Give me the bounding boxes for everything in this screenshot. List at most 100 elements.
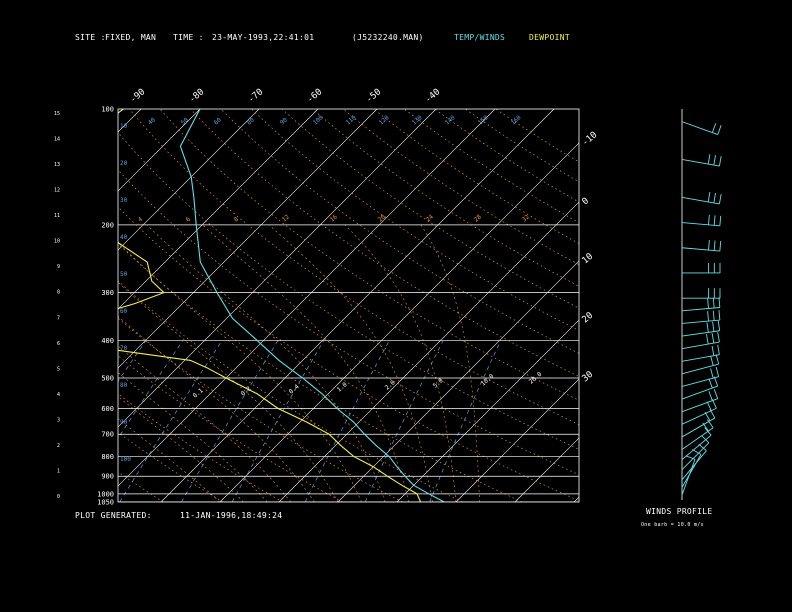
winds-profile-title: WINDS PROFILE xyxy=(646,507,713,516)
wind-barb xyxy=(681,307,720,312)
wind-barb xyxy=(681,434,712,460)
wind-barb-feather xyxy=(707,419,714,429)
mixing-ratio-line xyxy=(119,340,223,502)
mixing-ratio-label: 1.0 xyxy=(336,381,349,394)
pressure-label: 200 xyxy=(101,221,114,229)
wind-barb-feather xyxy=(717,125,722,135)
right-temperature-label: -10 xyxy=(581,130,600,148)
mixing-ratio-line xyxy=(118,340,183,439)
right-temperature-label: 30 xyxy=(581,370,596,385)
time-value: 23-MAY-1993,22:41:01 xyxy=(212,33,315,42)
pressure-label: 1050 xyxy=(97,499,114,507)
wind-barb xyxy=(681,450,707,481)
wind-barb-feather xyxy=(701,435,710,444)
wind-barb xyxy=(681,363,719,375)
wind-barb-feather xyxy=(706,322,709,333)
wind-barb-feather xyxy=(718,310,721,321)
wind-barb xyxy=(681,354,720,362)
wind-barb-feather xyxy=(713,192,716,203)
isotherm-line xyxy=(118,109,378,369)
top-temperature-label: -60 xyxy=(306,87,325,105)
plot-generated-value: 11-JAN-1996,18:49:24 xyxy=(180,511,283,520)
legend-dewpoint: DEWPOINT xyxy=(529,33,570,42)
wind-barb-feather xyxy=(710,355,714,366)
mixing-ratio-label: 10.0 xyxy=(480,373,496,388)
left-axis-label: 40 xyxy=(120,234,128,241)
height-tick-label: 0 xyxy=(57,494,60,500)
mixing-ratio-line xyxy=(429,340,502,502)
wind-barb-feather xyxy=(707,311,709,322)
adiabat-label: 110 xyxy=(345,114,358,127)
wind-barb xyxy=(681,319,720,324)
isotherm-line xyxy=(118,109,260,251)
wind-barb xyxy=(681,454,702,488)
mixing-ratio-line xyxy=(231,340,324,502)
temperature-profile-line xyxy=(179,109,445,502)
wind-barb-feather xyxy=(715,354,720,365)
isotherm-line xyxy=(278,201,579,502)
pressure-label: 900 xyxy=(101,473,114,481)
file-name: (J5232240.MAN) xyxy=(352,33,424,42)
isotherm-line xyxy=(118,109,319,310)
wind-barb xyxy=(681,341,720,350)
wind-barb xyxy=(681,159,720,167)
pressure-label: 1000 xyxy=(97,490,114,498)
wind-barb-feather xyxy=(711,345,715,356)
height-tick-label: 4 xyxy=(57,392,60,398)
site-value: FIXED, MAN xyxy=(105,33,157,42)
wind-barb-feather xyxy=(707,298,709,309)
mixing-ratio-label: 0.2 xyxy=(240,385,253,398)
left-axis-label: 90 xyxy=(120,419,128,426)
height-tick-label: 15 xyxy=(54,111,60,117)
height-tick-label: 7 xyxy=(57,315,60,321)
pressure-label: 100 xyxy=(101,106,114,114)
height-tick-label: 14 xyxy=(54,137,60,143)
plot-frame xyxy=(117,108,580,503)
isotherm-line xyxy=(514,437,579,502)
isotherm-line xyxy=(118,109,496,487)
dry-adiabat xyxy=(118,132,579,450)
wind-barb-feather xyxy=(712,297,715,309)
wind-barb xyxy=(681,427,714,450)
mixing-ratio-line xyxy=(304,340,390,502)
isotherm-line xyxy=(118,109,437,428)
wind-barb-feather xyxy=(717,344,720,355)
height-tick-label: 6 xyxy=(57,341,60,347)
wind-barb-feather xyxy=(710,368,714,379)
dewpoint-profile-line xyxy=(118,109,422,502)
adiabat-label: 90 xyxy=(279,116,289,126)
isotherm-line xyxy=(160,109,555,502)
dry-adiabat xyxy=(495,109,579,163)
adiabat-label: 160 xyxy=(510,114,523,127)
dry-adiabat xyxy=(220,109,579,354)
moist-adiabat-label: 6 xyxy=(185,216,193,224)
mixing-ratio-line xyxy=(364,340,444,502)
dry-adiabat xyxy=(118,355,343,502)
moist-adiabat xyxy=(118,242,362,502)
wind-barb xyxy=(681,376,719,387)
wind-barb-feather xyxy=(717,332,720,343)
mixing-ratio-label: 0.4 xyxy=(288,383,301,396)
adiabat-label: 120 xyxy=(378,114,391,127)
legend-temp-winds: TEMP/WINDS xyxy=(454,33,506,42)
wind-barb-feather xyxy=(711,123,717,133)
mixing-ratio-line xyxy=(118,340,147,382)
moist-adiabat-label: 8 xyxy=(233,216,241,224)
height-tick-label: 8 xyxy=(57,290,60,296)
isotherm-line xyxy=(573,496,579,502)
wind-barb xyxy=(681,417,716,438)
top-temperature-label: -70 xyxy=(247,87,266,105)
moist-adiabat-label: 20 xyxy=(377,213,387,223)
wind-barb-feather xyxy=(711,333,715,344)
dry-adiabat xyxy=(465,109,579,183)
wind-barb-feather xyxy=(712,321,715,332)
moist-adiabat-label: 4 xyxy=(137,216,145,224)
wind-barb-feather xyxy=(706,401,712,411)
height-tick-label: 5 xyxy=(57,366,60,372)
wind-barb xyxy=(681,407,717,425)
dry-adiabat xyxy=(118,393,283,502)
site-label: SITE : xyxy=(75,33,106,42)
moist-adiabat-label: 24 xyxy=(425,213,435,223)
right-temperature-label: 10 xyxy=(581,252,596,267)
